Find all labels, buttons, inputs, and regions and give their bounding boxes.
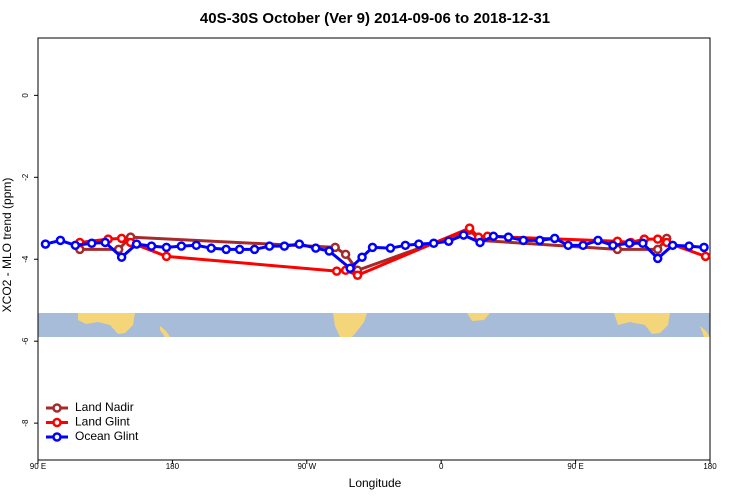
y-tick-label: -4 <box>21 255 30 263</box>
series-point <box>667 240 678 251</box>
series-point <box>652 234 663 244</box>
series-point <box>294 239 305 249</box>
series-point <box>221 244 231 255</box>
series-point <box>652 253 663 264</box>
x-tick-label: 90 E <box>30 462 46 471</box>
series-point <box>488 231 499 242</box>
series-point <box>206 243 216 253</box>
chart-title: 40S-30S October (Ver 9) 2014-09-06 to 20… <box>200 10 550 27</box>
legend-label: Land Glint <box>75 415 130 429</box>
series-point <box>131 239 142 249</box>
series-point <box>249 244 260 255</box>
x-axis-label: Longitude <box>349 476 402 490</box>
series-point <box>503 232 514 242</box>
series-point <box>578 240 588 251</box>
series-point <box>55 235 66 246</box>
y-tick-label: -8 <box>21 419 30 427</box>
series-point <box>385 243 396 253</box>
series-point <box>563 240 573 251</box>
series-point <box>331 266 342 276</box>
series-point <box>161 251 172 262</box>
legend-swatch <box>52 432 62 442</box>
series-point <box>367 242 378 253</box>
series-point <box>458 230 469 240</box>
series-point <box>116 252 127 262</box>
legend-swatch <box>52 417 62 428</box>
series-point <box>324 246 334 256</box>
series-point <box>264 241 275 251</box>
series-point <box>311 243 321 253</box>
series-point <box>279 241 290 251</box>
series-point <box>100 237 110 248</box>
legend-swatch <box>52 403 62 413</box>
series-point <box>428 238 439 249</box>
x-tick-label: 90 W <box>297 462 316 471</box>
series-point <box>234 244 245 255</box>
y-tick-label: -2 <box>21 173 30 181</box>
series-point <box>652 244 663 255</box>
series-point <box>549 233 560 244</box>
series-point <box>87 238 97 249</box>
series-point <box>475 237 485 248</box>
series-point <box>400 240 411 251</box>
series-point <box>699 242 709 253</box>
series-point <box>40 239 51 249</box>
series-point <box>684 241 694 251</box>
legend-label: Land Nadir <box>75 400 134 414</box>
series-point <box>345 263 355 274</box>
series-point <box>638 238 648 249</box>
y-tick-label: 0 <box>21 93 30 98</box>
series-point <box>414 239 424 249</box>
series-point <box>443 236 454 246</box>
series-point <box>116 233 127 244</box>
series-point <box>352 270 363 280</box>
series-point <box>700 251 711 262</box>
series-point <box>535 235 545 246</box>
series-point <box>161 242 172 253</box>
series-point <box>146 241 157 251</box>
plot-frame <box>37 37 711 461</box>
legend-label: Ocean Glint <box>75 429 139 443</box>
x-tick-label: 0 <box>439 462 444 471</box>
series-point <box>357 252 367 262</box>
series-point <box>70 240 81 251</box>
series-point <box>191 240 202 251</box>
series-point <box>624 238 635 249</box>
series-point <box>593 235 603 246</box>
x-tick-label: 180 <box>166 462 180 471</box>
y-tick-label: -6 <box>21 337 30 345</box>
series-point <box>464 223 475 233</box>
series-point <box>176 241 187 251</box>
series-point <box>608 240 618 251</box>
x-tick-label: 180 <box>703 462 717 471</box>
series-point <box>518 235 529 246</box>
y-axis-label: XCO2 - MLO trend (ppm) <box>0 178 14 313</box>
x-tick-label: 90 E <box>567 462 583 471</box>
series-point <box>340 249 351 260</box>
map-strip <box>38 313 710 337</box>
